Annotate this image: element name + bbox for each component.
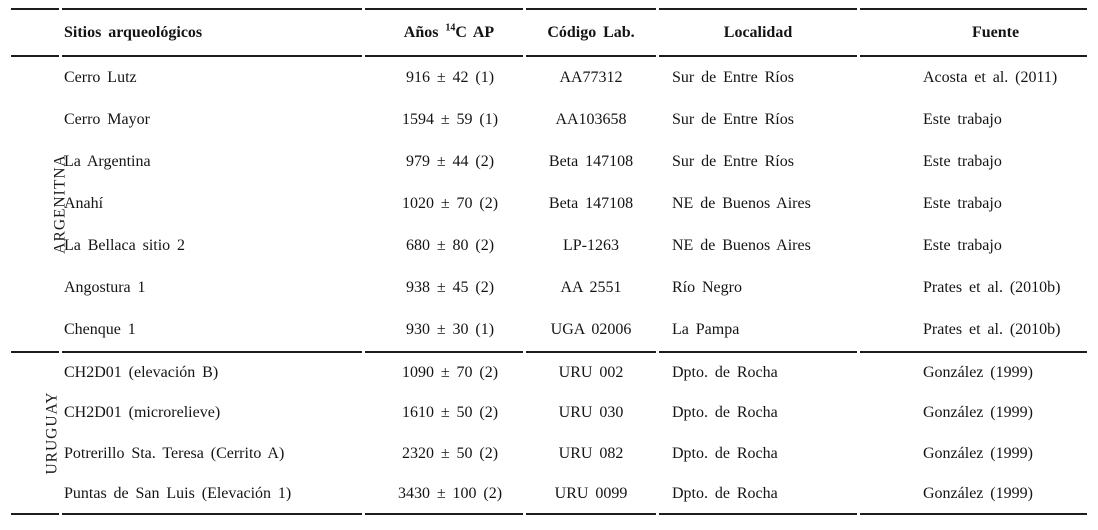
section-label-argentina-text: ARGENITNA [51, 154, 69, 254]
cell-age: 1090 ± 70 (2) [365, 351, 523, 392]
table-header: Sitios arqueológicos Años 14C AP Código … [11, 8, 1087, 57]
cell-locality: Sur de Entre Ríos [672, 153, 794, 170]
cell-age: 3430 ± 100 (2) [365, 474, 523, 515]
header-row: Sitios arqueológicos Años 14C AP Código … [11, 8, 1087, 57]
cell-site: La Bellaca sitio 2 [64, 237, 186, 254]
cell-source: Este trabajo [923, 195, 1002, 212]
cell-lab-code: AA 2551 [560, 279, 622, 296]
column-header-sitios: Sitios arqueológicos [62, 8, 362, 57]
cell-source: Este trabajo [923, 153, 1002, 170]
cell-lab-code: URU 0099 [526, 474, 656, 515]
table-row: Chenque 1 930 ± 30 (1) UGA 02006 La Pamp… [11, 309, 1087, 351]
cell-site: CH2D01 (microrelieve) [64, 403, 221, 421]
cell-source: González (1999) [923, 403, 1033, 421]
section-label-uruguay: URUGUAY [11, 351, 61, 515]
table-row: Cerro Mayor 1594 ± 59 (1) AA103658 Sur d… [11, 99, 1087, 141]
cell-source: Este trabajo [923, 237, 1002, 254]
cell-age: 1594 ± 59 (1) [401, 111, 499, 128]
cell-lab-code: URU 030 [558, 403, 624, 421]
cell-lab-code: URU 082 [558, 444, 624, 462]
column-header-localidad: Localidad [659, 8, 857, 57]
table-row: CH2D01 (microrelieve) 1610 ± 50 (2) URU … [11, 392, 1087, 433]
column-header-fuente: Fuente [860, 8, 1087, 57]
cell-site: Anahí [64, 195, 104, 212]
cell-locality: Dpto. de Rocha [659, 474, 857, 515]
cell-age: 1610 ± 50 (2) [401, 403, 499, 421]
table-row: Angostura 1 938 ± 45 (2) AA 2551 Río Neg… [11, 267, 1087, 309]
cell-source: González (1999) [923, 444, 1033, 462]
cell-locality: NE de Buenos Aires [672, 195, 811, 212]
cell-age: 916 ± 42 (1) [405, 69, 495, 86]
cell-source: Prates et al. (2010b) [923, 321, 1061, 338]
cell-site: Potrerillo Sta. Teresa (Cerrito A) [64, 444, 285, 462]
column-header-country-spacer [11, 8, 59, 57]
age-header-suffix: C AP [455, 23, 495, 41]
table-row: URUGUAY CH2D01 (elevación B) 1090 ± 70 (… [11, 351, 1087, 515]
cell-locality: Dpto. de Rocha [659, 351, 857, 392]
cell-site: Cerro Lutz [64, 69, 137, 86]
age-header-prefix: Años [403, 23, 446, 41]
cell-source: Acosta et al. (2011) [923, 69, 1058, 86]
cell-site: Chenque 1 [64, 321, 136, 338]
cell-lab-code: Beta 147108 [548, 195, 634, 212]
cell-age: 979 ± 44 (2) [405, 153, 495, 170]
section-label-argentina: ARGENITNA [11, 57, 69, 351]
section-label-uruguay-text: URUGUAY [43, 391, 61, 475]
age-header-superscript: 14 [445, 22, 456, 34]
cell-locality: Sur de Entre Ríos [672, 111, 794, 128]
radiocarbon-dates-table: Sitios arqueológicos Años 14C AP Código … [8, 8, 1090, 515]
table-row: ARGENITNA Cerro Lutz 916 ± 42 (1) AA7731… [11, 57, 1087, 254]
cell-source: González (1999) [860, 351, 1087, 392]
cell-locality: NE de Buenos Aires [672, 237, 811, 254]
cell-lab-code: Beta 147108 [548, 153, 634, 170]
table-row: La Argentina 979 ± 44 (2) Beta 147108 Su… [11, 141, 1087, 183]
table-row: Anahí 1020 ± 70 (2) Beta 147108 NE de Bu… [11, 183, 1087, 225]
table-row: La Bellaca sitio 2 680 ± 80 (2) LP-1263 … [11, 225, 1087, 267]
cell-source: Prates et al. (2010b) [923, 279, 1061, 296]
cell-locality: Sur de Entre Ríos [672, 69, 794, 86]
cell-locality: Dpto. de Rocha [672, 403, 778, 421]
cell-site: Puntas de San Luis (Elevación 1) [62, 474, 362, 515]
cell-age: 938 ± 45 (2) [405, 279, 495, 296]
column-header-anos-14c-ap: Años 14C AP [365, 8, 523, 57]
cell-age: 680 ± 80 (2) [405, 237, 495, 254]
cell-source: González (1999) [860, 474, 1087, 515]
column-header-codigo-lab: Código Lab. [526, 8, 656, 57]
cell-site: Angostura 1 [64, 279, 146, 296]
cell-site: La Argentina [64, 153, 151, 170]
table-row: Puntas de San Luis (Elevación 1) 3430 ± … [11, 474, 1087, 515]
cell-source: Este trabajo [923, 111, 1002, 128]
cell-locality: La Pampa [672, 321, 740, 338]
cell-site: CH2D01 (elevación B) [62, 351, 362, 392]
cell-lab-code: AA103658 [555, 111, 627, 128]
cell-age: 2320 ± 50 (2) [401, 444, 499, 462]
cell-lab-code: URU 002 [526, 351, 656, 392]
cell-age: 930 ± 30 (1) [405, 321, 495, 338]
cell-lab-code: LP-1263 [563, 237, 619, 254]
cell-age: 1020 ± 70 (2) [401, 195, 499, 212]
cell-locality: Río Negro [672, 279, 742, 296]
cell-locality: Dpto. de Rocha [672, 444, 778, 462]
table-body: ARGENITNA Cerro Lutz 916 ± 42 (1) AA7731… [11, 57, 1087, 515]
cell-lab-code: UGA 02006 [550, 321, 632, 338]
table-row: Potrerillo Sta. Teresa (Cerrito A) 2320 … [11, 433, 1087, 474]
cell-lab-code: AA77312 [559, 69, 623, 86]
cell-site: Cerro Mayor [64, 111, 150, 128]
